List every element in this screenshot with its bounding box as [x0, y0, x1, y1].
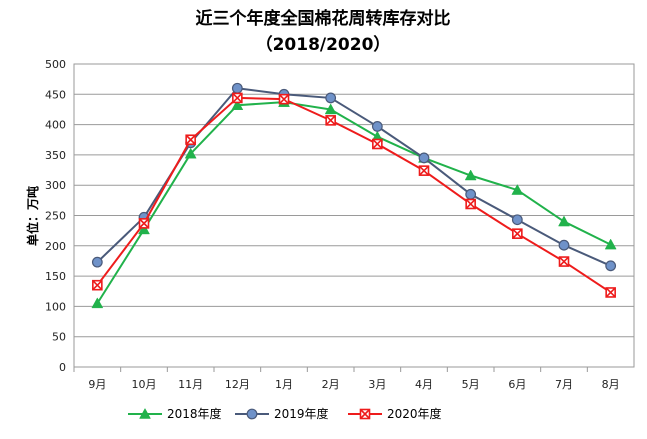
- x-tick-label: 12月: [225, 378, 250, 391]
- data-point: [324, 103, 337, 115]
- y-tick-label: 100: [45, 300, 66, 313]
- series-line: [96, 96, 612, 294]
- x-tick-label: 4月: [415, 378, 433, 391]
- data-point: [91, 297, 104, 309]
- y-tick-label: 0: [59, 361, 66, 374]
- legend-label: 2019年度: [274, 406, 329, 421]
- y-tick-label: 300: [45, 179, 66, 192]
- x-tick-label: 1月: [275, 378, 293, 391]
- x-tick-label: 3月: [368, 378, 386, 391]
- y-tick-label: 500: [45, 58, 66, 71]
- x-tick-label: 9月: [88, 378, 106, 391]
- x-tick-label: 11月: [178, 378, 203, 391]
- series-2020年度: [92, 92, 616, 298]
- series-line: [96, 101, 612, 304]
- y-tick-label: 350: [45, 149, 66, 162]
- legend-label: 2018年度: [167, 406, 222, 421]
- data-point: [604, 238, 617, 250]
- y-tick-label: 150: [45, 270, 66, 283]
- x-tick-label: 7月: [555, 378, 573, 391]
- series-line: [96, 87, 612, 267]
- data-point: [91, 256, 103, 268]
- y-axis-label: 单位：万吨: [25, 186, 40, 246]
- chart-title: 近三个年度全国棉花周转库存对比: [196, 8, 451, 29]
- data-point: [465, 188, 477, 200]
- data-point: [184, 147, 197, 159]
- data-point: [371, 121, 383, 132]
- x-tick-label: 2月: [322, 378, 340, 391]
- data-point: [231, 99, 244, 110]
- y-tick-label: 250: [45, 210, 66, 223]
- data-point: [418, 152, 430, 164]
- data-point: [605, 287, 616, 298]
- y-tick-label: 400: [45, 119, 66, 132]
- legend-item: 2018年度: [128, 406, 222, 421]
- data-point: [418, 165, 430, 176]
- legend-marker: [246, 408, 258, 420]
- data-point: [511, 214, 523, 226]
- data-point: [464, 169, 477, 181]
- x-tick-label: 10月: [132, 378, 157, 391]
- legend-item: 2019年度: [235, 406, 329, 421]
- y-tick-label: 450: [45, 88, 66, 101]
- data-point: [138, 223, 150, 235]
- legend-marker: [139, 407, 151, 419]
- data-point: [558, 256, 570, 267]
- data-point: [558, 239, 570, 251]
- legend-marker: [359, 408, 371, 420]
- data-point: [231, 82, 243, 94]
- data-point: [232, 92, 243, 104]
- data-point: [325, 115, 336, 126]
- data-point: [185, 134, 196, 146]
- data-point: [92, 279, 103, 291]
- x-tick-label: 8月: [602, 378, 620, 391]
- y-tick-label: 200: [45, 240, 66, 253]
- x-tick-label: 6月: [508, 378, 526, 391]
- data-point: [605, 260, 617, 272]
- data-point: [512, 228, 523, 239]
- legend-item: 2020年度: [348, 406, 442, 421]
- chart-subtitle: （2018/2020）: [256, 34, 391, 55]
- data-point: [325, 92, 337, 104]
- legend-label: 2020年度: [387, 406, 442, 421]
- x-tick-label: 5月: [462, 378, 480, 391]
- data-point: [138, 218, 150, 229]
- data-point: [372, 138, 383, 150]
- data-point: [558, 215, 570, 227]
- y-tick-label: 50: [52, 331, 66, 344]
- data-point: [278, 93, 290, 105]
- data-point: [511, 184, 524, 195]
- data-point: [465, 198, 476, 210]
